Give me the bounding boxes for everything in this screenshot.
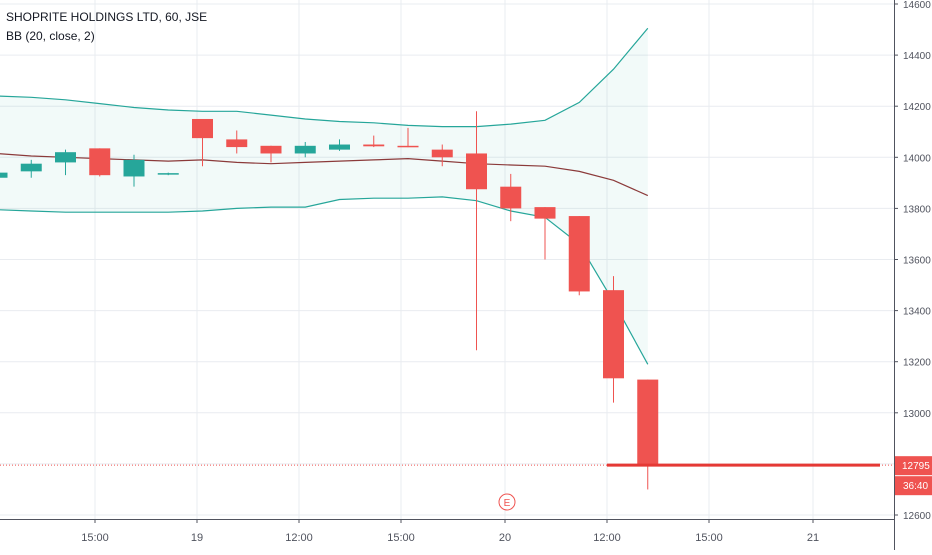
bollinger-upper-line	[0, 27, 649, 128]
candle-body	[637, 379, 659, 466]
price-tick-label: 14200	[903, 102, 931, 113]
candle-body	[603, 290, 624, 379]
time-tick-label: 12:00	[285, 532, 313, 544]
candle	[568, 216, 590, 296]
candle	[89, 148, 111, 177]
time-tick-label: 19	[191, 532, 203, 544]
price-tick-label: 12600	[903, 511, 931, 522]
candle	[329, 139, 350, 151]
candle	[0, 172, 8, 178]
candle	[55, 149, 76, 176]
candle-body	[329, 144, 350, 150]
candles	[0, 111, 659, 490]
price-overlays: E	[0, 463, 894, 511]
countdown-badge	[895, 476, 932, 496]
price-tick-label: 14400	[903, 51, 931, 62]
price-axis[interactable]: 1260012800130001320013400136001380014000…	[894, 0, 932, 550]
candle	[534, 207, 556, 260]
indicator-label[interactable]: BB (20, close, 2)	[6, 29, 95, 43]
price-tick-label: 14600	[903, 0, 931, 11]
candle	[603, 276, 624, 403]
candle-body	[363, 144, 385, 147]
candle-body	[192, 118, 213, 139]
candle-body	[500, 186, 522, 209]
candle	[260, 145, 282, 163]
bollinger-band-fill	[0, 28, 648, 365]
price-tick-label: 13200	[903, 358, 931, 369]
candle	[397, 127, 419, 148]
time-axis[interactable]: 15:00 19 12:00 15:00 20 12:00 15:00 21	[0, 519, 894, 550]
time-tick-label: 15:00	[387, 532, 415, 544]
earnings-marker-circle	[498, 493, 516, 511]
candle-body	[260, 145, 282, 154]
candle	[20, 159, 42, 178]
time-tick-label: 12:00	[593, 532, 621, 544]
chart-legend: SHOPRITE HOLDINGS LTD, 60, JSE BB (20, c…	[6, 8, 207, 46]
candle-body	[0, 172, 8, 178]
candle	[294, 141, 316, 158]
price-tick-label: 13800	[903, 204, 931, 215]
candle	[192, 118, 213, 167]
earnings-marker[interactable]: E	[498, 493, 516, 511]
time-tick-label: 21	[807, 532, 819, 544]
candle	[500, 173, 522, 222]
last-price-badge-label: 12795	[902, 461, 930, 472]
candle	[123, 154, 145, 187]
bollinger-bands	[0, 27, 649, 365]
symbol-title[interactable]: SHOPRITE HOLDINGS LTD, 60, JSE	[6, 10, 208, 24]
time-axis-background	[0, 519, 894, 550]
candle-body	[55, 152, 76, 163]
candle-body	[20, 163, 42, 172]
candle	[157, 172, 179, 176]
candle-body	[397, 145, 419, 148]
price-tick-label: 13000	[903, 409, 931, 420]
countdown-badge-label: 36:40	[903, 481, 928, 492]
earnings-marker-label: E	[504, 498, 511, 509]
time-tick-label: 15:00	[695, 532, 723, 544]
candle-body	[534, 207, 556, 219]
time-tick-label: 15:00	[81, 532, 109, 544]
candle	[363, 135, 385, 148]
candle-body	[123, 159, 145, 177]
price-tick-label: 13400	[903, 307, 931, 318]
candle-body	[466, 153, 487, 190]
candle	[466, 111, 487, 351]
time-tick-label: 20	[499, 532, 511, 544]
grid	[0, 0, 894, 519]
candle-body	[431, 149, 453, 158]
price-tick-label: 14000	[903, 153, 931, 164]
candle	[637, 379, 659, 490]
last-price-badge	[895, 456, 932, 476]
price-tick-label: 13600	[903, 256, 931, 267]
candle-body	[226, 139, 248, 148]
bollinger-lower-line	[0, 196, 649, 365]
candle-body	[568, 216, 590, 292]
candle	[431, 144, 453, 167]
candle	[226, 130, 248, 154]
candle-body	[157, 173, 179, 175]
candle-body	[89, 148, 111, 176]
candle-body	[294, 145, 316, 154]
